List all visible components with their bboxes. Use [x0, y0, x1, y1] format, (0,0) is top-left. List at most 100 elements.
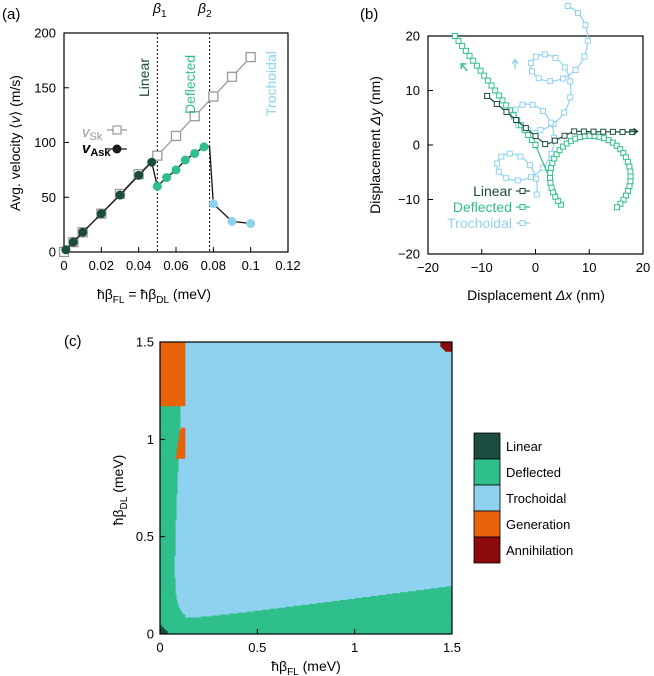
phase-cell-tro [175, 553, 453, 555]
trochoidal-marker [561, 109, 568, 116]
trochoidal-marker [541, 51, 548, 58]
phase-cell-def [160, 508, 177, 510]
phase-cell-gen [160, 361, 186, 363]
phase-cell-def [160, 527, 176, 530]
phase-cell-def [160, 480, 178, 482]
phase-cell-gen [178, 438, 186, 440]
phase-cell-tro [177, 473, 453, 475]
phase-cell-tro [185, 397, 453, 399]
v-sk-point [245, 51, 256, 63]
phase-cell-def [160, 431, 180, 433]
phase-cell-tro [175, 589, 425, 591]
phase-cell-def [160, 602, 178, 605]
phase-cell-def [160, 505, 177, 507]
trochoidal-marker [528, 60, 535, 67]
phase-cell-def [160, 513, 177, 515]
phase-cell-def [160, 520, 176, 522]
phase-cell-tro [185, 430, 453, 432]
phase-cell-def [316, 602, 453, 605]
phase-cell-gen [160, 365, 186, 367]
phase-cell-gen [160, 393, 186, 395]
phase-cell-def [160, 425, 181, 428]
phase-cell-def [160, 409, 181, 411]
phase-cell-tro [185, 402, 453, 404]
linear-marker [532, 133, 539, 140]
phase-cell-def [160, 575, 175, 577]
phase-cell-tro [177, 601, 325, 604]
phase-cell-tro [178, 460, 453, 463]
phase-cell-tro [175, 525, 453, 528]
phase-cell-def [160, 421, 181, 424]
deflected-marker [613, 142, 620, 149]
phase-cell-tro [174, 575, 453, 577]
phase-cell-tro [174, 576, 453, 578]
phase-cell-def [160, 426, 181, 429]
phase-cell-tro [185, 455, 453, 458]
phase-cell-def [160, 406, 181, 408]
phase-cell-def [160, 495, 177, 498]
phase-cell-tro [185, 342, 441, 344]
phase-cell-def [160, 553, 176, 555]
x-tick-label: −10 [471, 260, 493, 275]
phase-cell-tro [177, 600, 333, 603]
phase-cell-def [160, 411, 181, 413]
phase-cell-gen [176, 452, 186, 455]
phase-cell-gen [160, 372, 186, 374]
y-tick-label: 1 [147, 432, 154, 447]
phase-cell-tro [185, 348, 444, 351]
phase-cell-tro [185, 358, 453, 360]
phase-cell-def [430, 588, 453, 590]
phase-cell-tro [185, 392, 453, 394]
phase-cell-tro [185, 377, 453, 379]
phase-cell-gen [160, 349, 186, 352]
phase-cell-def [160, 437, 179, 439]
phase-cell-def [160, 580, 176, 582]
linear-marker [493, 100, 500, 107]
phase-cell-tro [176, 519, 453, 521]
phase-cell-def [160, 455, 176, 458]
phase-cell-def [160, 417, 181, 420]
linear-marker [609, 128, 616, 135]
y-tick-label: 0.5 [136, 529, 154, 544]
phase-cell-gen [176, 449, 186, 451]
x-tick-label: 0.12 [275, 258, 300, 273]
phase-cell-gen [160, 384, 186, 387]
phase-cell-tro [177, 477, 453, 479]
phase-cell-tro [175, 541, 453, 543]
phase-cell-gen [160, 348, 186, 351]
phase-cell-tro [185, 400, 453, 402]
phase-cell-def [160, 428, 180, 430]
phase-cell-gen [160, 396, 186, 398]
phase-cell-tro [174, 562, 453, 565]
linear-marker [619, 128, 626, 135]
phase-cell-tro [174, 565, 453, 568]
deflected-marker [547, 164, 554, 171]
legend-label-linear: Linear [506, 439, 543, 454]
phase-cell-tro [176, 497, 453, 500]
phase-cell-def [160, 545, 176, 547]
phase-cell-gen [177, 443, 186, 445]
phase-cell-tro [177, 485, 453, 487]
phase-cell-gen [180, 427, 186, 430]
phase-cell-def [160, 588, 176, 590]
phase-cell-def [160, 524, 176, 526]
phase-cell-tro [180, 424, 453, 427]
phase-cell-def [160, 501, 177, 503]
phase-cell-def [246, 611, 453, 613]
phase-cell-tro [176, 512, 453, 514]
phase-cell-def [160, 552, 176, 554]
phase-cell-tro [182, 611, 248, 613]
phase-cell-def [160, 488, 178, 490]
phase-cell-tro [185, 356, 453, 358]
phase-cell-ann [443, 348, 453, 351]
trochoidal-marker [532, 53, 539, 60]
phase-cell-def [160, 510, 177, 512]
phase-cell-ann [440, 342, 453, 345]
phase-cell-gen [176, 453, 186, 456]
phase-cell-def [160, 535, 176, 538]
phase-cell-tro [175, 587, 439, 589]
panel-c-frame [159, 341, 453, 635]
phase-cell-tro [175, 582, 453, 584]
phase-cell-def [160, 499, 177, 502]
phase-cell-def [160, 568, 175, 571]
